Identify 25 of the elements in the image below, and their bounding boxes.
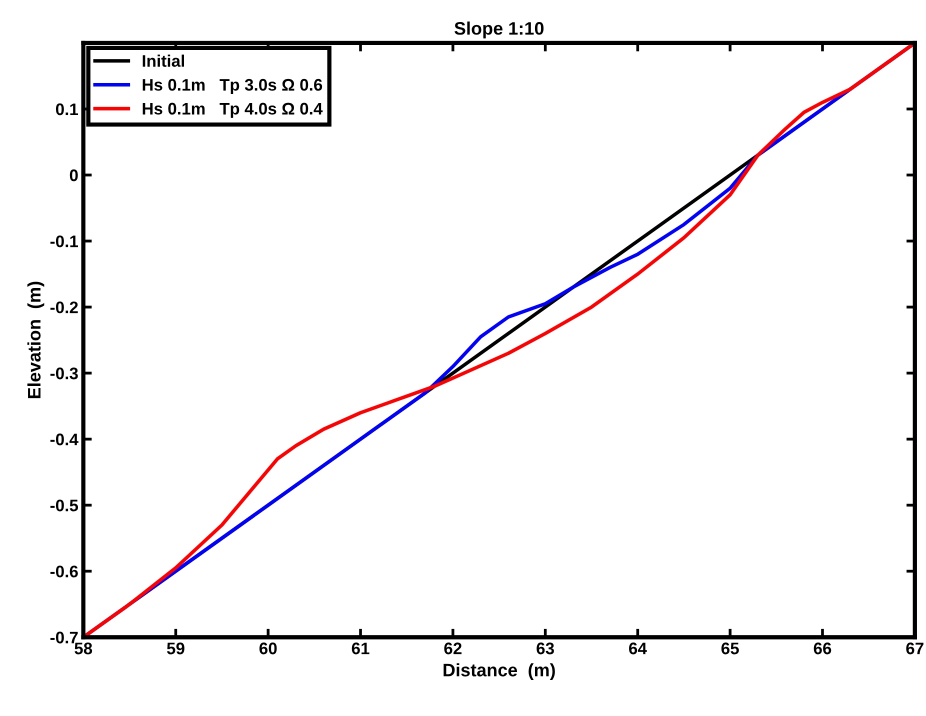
- x-tick-label: 63: [536, 642, 554, 654]
- y-tick-label: 0: [70, 169, 78, 182]
- y-tick-label: -0.6: [50, 566, 78, 578]
- x-axis-title: Distance (m): [444, 663, 555, 680]
- y-tick-label: -0.1: [50, 235, 78, 248]
- y-tick-label: -0.4: [50, 434, 78, 446]
- y-axis-title: Elevation (m): [27, 282, 44, 398]
- x-tick-label: 67: [906, 642, 924, 654]
- y-tick-label: -0.7: [50, 632, 78, 644]
- chart-title: Slope 1:10: [454, 22, 544, 38]
- y-tick-label: 0.1: [56, 103, 78, 116]
- legend-label: Hs 0.1m Tp 4.0s Ω 0.4: [142, 102, 323, 118]
- y-tick-label: -0.3: [50, 368, 78, 380]
- legend-label: Initial: [142, 54, 184, 67]
- x-tick-label: 66: [814, 642, 832, 654]
- x-tick-label: 62: [444, 642, 462, 654]
- y-tick-label: -0.2: [50, 301, 78, 314]
- y-tick-label: -0.5: [50, 500, 78, 512]
- x-tick-label: 60: [259, 642, 277, 654]
- x-tick-label: 59: [166, 642, 184, 654]
- x-tick-label: 65: [721, 642, 739, 654]
- x-tick-label: 58: [74, 642, 92, 654]
- x-tick-label: 61: [352, 642, 370, 654]
- legend-label: Hs 0.1m Tp 3.0s Ω 0.6: [142, 78, 322, 94]
- x-tick-label: 64: [629, 642, 647, 654]
